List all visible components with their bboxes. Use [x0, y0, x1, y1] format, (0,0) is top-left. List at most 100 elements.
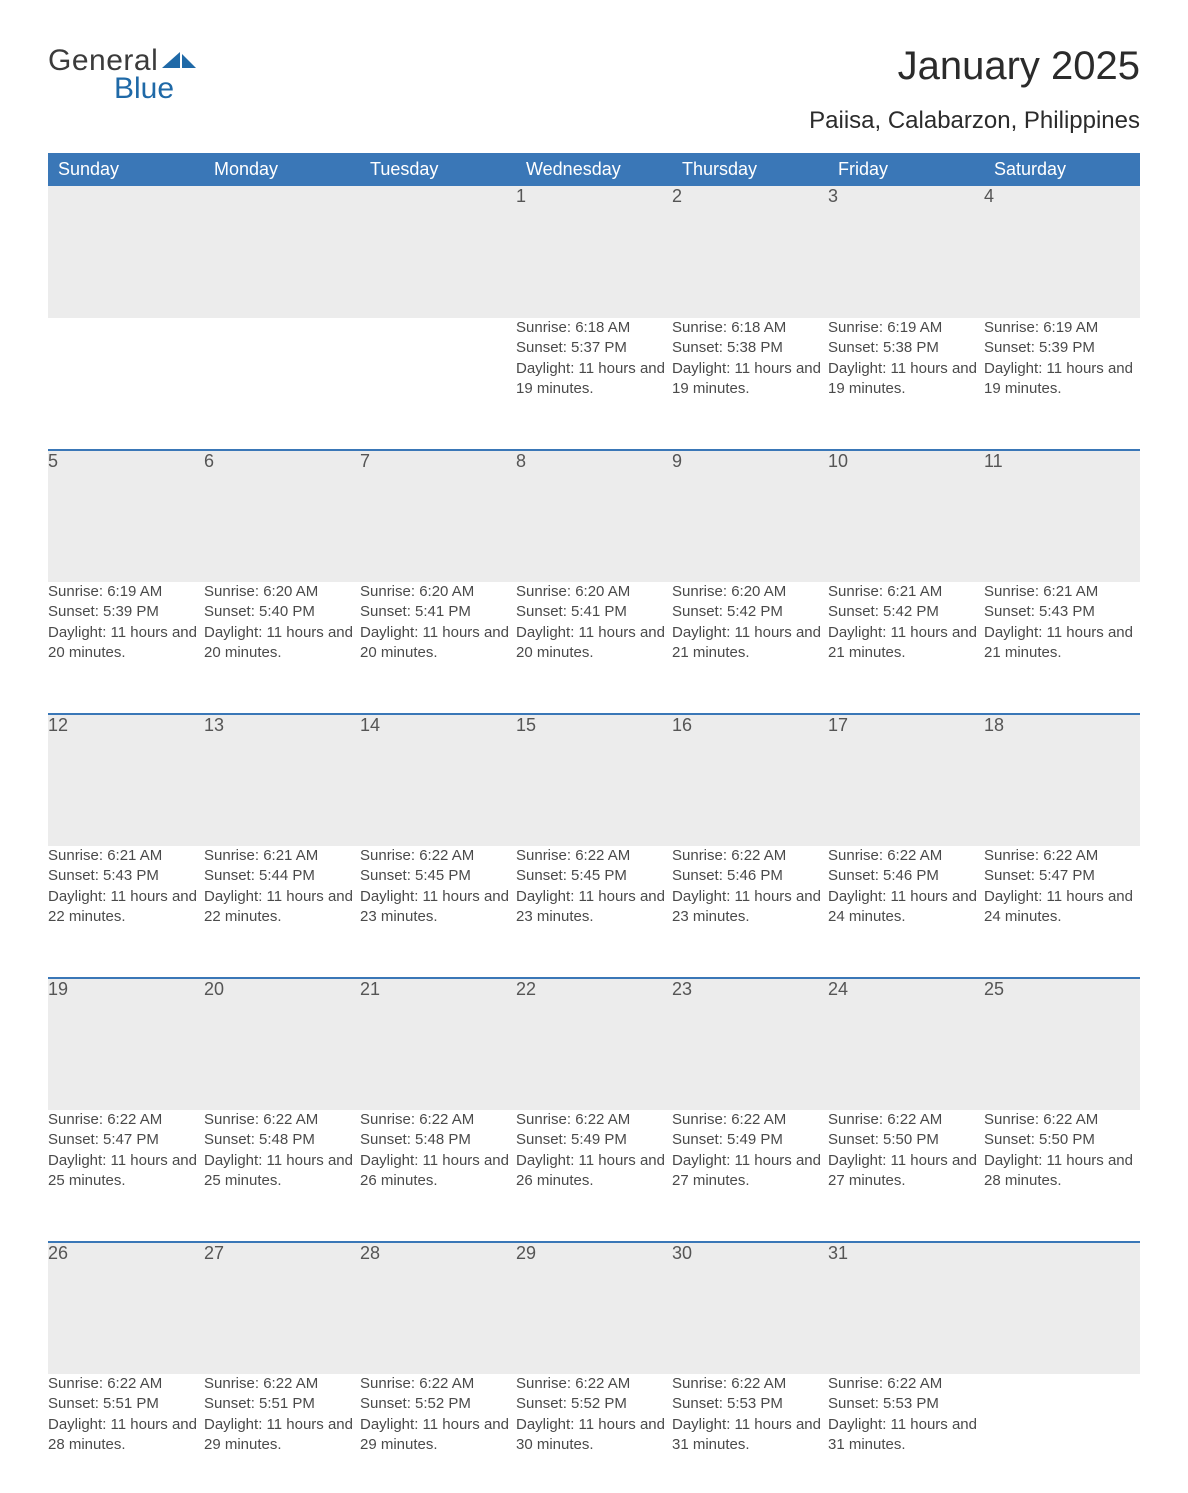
topbar: General Blue January 2025 Paiisa, Calaba…	[48, 44, 1140, 135]
day-number-row: 1234	[48, 186, 1140, 318]
day-info-cell	[360, 318, 516, 450]
sunset-line: Sunset: 5:50 PM	[984, 1130, 1140, 1150]
daylight-line: Daylight: 11 hours and 20 minutes.	[516, 623, 672, 664]
daylight-line: Daylight: 11 hours and 20 minutes.	[48, 623, 204, 664]
sunrise-line: Sunrise: 6:21 AM	[828, 582, 984, 602]
day-info-cell: Sunrise: 6:22 AMSunset: 5:46 PMDaylight:…	[672, 846, 828, 978]
day-number-cell: 19	[48, 978, 204, 1110]
sunrise-line: Sunrise: 6:22 AM	[360, 846, 516, 866]
day-info-cell: Sunrise: 6:19 AMSunset: 5:39 PMDaylight:…	[984, 318, 1140, 450]
day-number-cell: 25	[984, 978, 1140, 1110]
weekday-header: Saturday	[984, 153, 1140, 186]
day-number-cell: 31	[828, 1242, 984, 1374]
day-number-cell: 24	[828, 978, 984, 1110]
day-info-cell: Sunrise: 6:21 AMSunset: 5:44 PMDaylight:…	[204, 846, 360, 978]
sunrise-line: Sunrise: 6:20 AM	[204, 582, 360, 602]
sunset-line: Sunset: 5:40 PM	[204, 602, 360, 622]
day-number-cell: 22	[516, 978, 672, 1110]
sunset-line: Sunset: 5:45 PM	[516, 866, 672, 886]
day-number-cell: 6	[204, 450, 360, 582]
sunrise-line: Sunrise: 6:22 AM	[672, 1110, 828, 1130]
sunset-line: Sunset: 5:45 PM	[360, 866, 516, 886]
day-info-row: Sunrise: 6:21 AMSunset: 5:43 PMDaylight:…	[48, 846, 1140, 978]
calendar-body: 1234 Sunrise: 6:18 AMSunset: 5:37 PMDayl…	[48, 186, 1140, 1461]
daylight-line: Daylight: 11 hours and 28 minutes.	[48, 1415, 204, 1456]
day-number-cell	[48, 186, 204, 318]
sunset-line: Sunset: 5:47 PM	[48, 1130, 204, 1150]
day-info-cell: Sunrise: 6:22 AMSunset: 5:45 PMDaylight:…	[516, 846, 672, 978]
day-info-cell: Sunrise: 6:22 AMSunset: 5:53 PMDaylight:…	[672, 1374, 828, 1461]
day-info-cell: Sunrise: 6:21 AMSunset: 5:43 PMDaylight:…	[48, 846, 204, 978]
day-info-cell: Sunrise: 6:22 AMSunset: 5:49 PMDaylight:…	[516, 1110, 672, 1242]
daylight-line: Daylight: 11 hours and 20 minutes.	[360, 623, 516, 664]
sunrise-line: Sunrise: 6:21 AM	[48, 846, 204, 866]
daylight-line: Daylight: 11 hours and 21 minutes.	[984, 623, 1140, 664]
sunrise-line: Sunrise: 6:22 AM	[984, 1110, 1140, 1130]
sunrise-line: Sunrise: 6:22 AM	[516, 846, 672, 866]
sunrise-line: Sunrise: 6:22 AM	[984, 846, 1140, 866]
day-number-cell: 23	[672, 978, 828, 1110]
day-info-cell: Sunrise: 6:22 AMSunset: 5:50 PMDaylight:…	[828, 1110, 984, 1242]
sunrise-line: Sunrise: 6:22 AM	[204, 1374, 360, 1394]
sunset-line: Sunset: 5:52 PM	[360, 1394, 516, 1414]
day-number-cell	[204, 186, 360, 318]
daylight-line: Daylight: 11 hours and 22 minutes.	[48, 887, 204, 928]
day-info-cell: Sunrise: 6:22 AMSunset: 5:47 PMDaylight:…	[984, 846, 1140, 978]
day-info-cell: Sunrise: 6:22 AMSunset: 5:52 PMDaylight:…	[360, 1374, 516, 1461]
sunset-line: Sunset: 5:38 PM	[672, 338, 828, 358]
day-info-cell: Sunrise: 6:21 AMSunset: 5:42 PMDaylight:…	[828, 582, 984, 714]
sunrise-line: Sunrise: 6:19 AM	[48, 582, 204, 602]
day-number-cell: 11	[984, 450, 1140, 582]
daylight-line: Daylight: 11 hours and 24 minutes.	[828, 887, 984, 928]
sunset-line: Sunset: 5:41 PM	[516, 602, 672, 622]
daylight-line: Daylight: 11 hours and 30 minutes.	[516, 1415, 672, 1456]
day-info-cell: Sunrise: 6:22 AMSunset: 5:48 PMDaylight:…	[360, 1110, 516, 1242]
day-number-cell: 30	[672, 1242, 828, 1374]
weekday-header: Tuesday	[360, 153, 516, 186]
day-number-cell: 15	[516, 714, 672, 846]
sunset-line: Sunset: 5:42 PM	[672, 602, 828, 622]
daylight-line: Daylight: 11 hours and 20 minutes.	[204, 623, 360, 664]
day-number-row: 262728293031	[48, 1242, 1140, 1374]
day-number-cell: 12	[48, 714, 204, 846]
day-info-cell: Sunrise: 6:20 AMSunset: 5:41 PMDaylight:…	[360, 582, 516, 714]
weekday-header: Sunday	[48, 153, 204, 186]
sunset-line: Sunset: 5:53 PM	[828, 1394, 984, 1414]
day-number-cell: 20	[204, 978, 360, 1110]
daylight-line: Daylight: 11 hours and 27 minutes.	[672, 1151, 828, 1192]
day-info-cell: Sunrise: 6:21 AMSunset: 5:43 PMDaylight:…	[984, 582, 1140, 714]
daylight-line: Daylight: 11 hours and 23 minutes.	[360, 887, 516, 928]
day-info-row: Sunrise: 6:18 AMSunset: 5:37 PMDaylight:…	[48, 318, 1140, 450]
daylight-line: Daylight: 11 hours and 27 minutes.	[828, 1151, 984, 1192]
sunset-line: Sunset: 5:46 PM	[828, 866, 984, 886]
sunrise-line: Sunrise: 6:21 AM	[204, 846, 360, 866]
daylight-line: Daylight: 11 hours and 19 minutes.	[828, 359, 984, 400]
day-number-cell: 9	[672, 450, 828, 582]
sunset-line: Sunset: 5:49 PM	[672, 1130, 828, 1150]
day-number-cell	[984, 1242, 1140, 1374]
weekday-header: Friday	[828, 153, 984, 186]
day-number-cell: 16	[672, 714, 828, 846]
day-info-cell	[984, 1374, 1140, 1461]
day-info-cell: Sunrise: 6:18 AMSunset: 5:38 PMDaylight:…	[672, 318, 828, 450]
sunrise-line: Sunrise: 6:18 AM	[672, 318, 828, 338]
weekday-header-row: Sunday Monday Tuesday Wednesday Thursday…	[48, 153, 1140, 186]
day-info-row: Sunrise: 6:22 AMSunset: 5:47 PMDaylight:…	[48, 1110, 1140, 1242]
calendar-page: General Blue January 2025 Paiisa, Calaba…	[0, 0, 1188, 1493]
day-info-cell: Sunrise: 6:22 AMSunset: 5:53 PMDaylight:…	[828, 1374, 984, 1461]
weekday-header: Thursday	[672, 153, 828, 186]
sunrise-line: Sunrise: 6:19 AM	[828, 318, 984, 338]
sunrise-line: Sunrise: 6:22 AM	[48, 1110, 204, 1130]
daylight-line: Daylight: 11 hours and 23 minutes.	[672, 887, 828, 928]
sunrise-line: Sunrise: 6:22 AM	[828, 1110, 984, 1130]
daylight-line: Daylight: 11 hours and 31 minutes.	[672, 1415, 828, 1456]
daylight-line: Daylight: 11 hours and 29 minutes.	[360, 1415, 516, 1456]
weekday-header: Wednesday	[516, 153, 672, 186]
sunset-line: Sunset: 5:50 PM	[828, 1130, 984, 1150]
day-info-cell: Sunrise: 6:20 AMSunset: 5:41 PMDaylight:…	[516, 582, 672, 714]
day-info-cell: Sunrise: 6:20 AMSunset: 5:40 PMDaylight:…	[204, 582, 360, 714]
daylight-line: Daylight: 11 hours and 19 minutes.	[984, 359, 1140, 400]
sunrise-line: Sunrise: 6:22 AM	[672, 846, 828, 866]
page-subtitle: Paiisa, Calabarzon, Philippines	[809, 107, 1140, 135]
sunrise-line: Sunrise: 6:22 AM	[204, 1110, 360, 1130]
